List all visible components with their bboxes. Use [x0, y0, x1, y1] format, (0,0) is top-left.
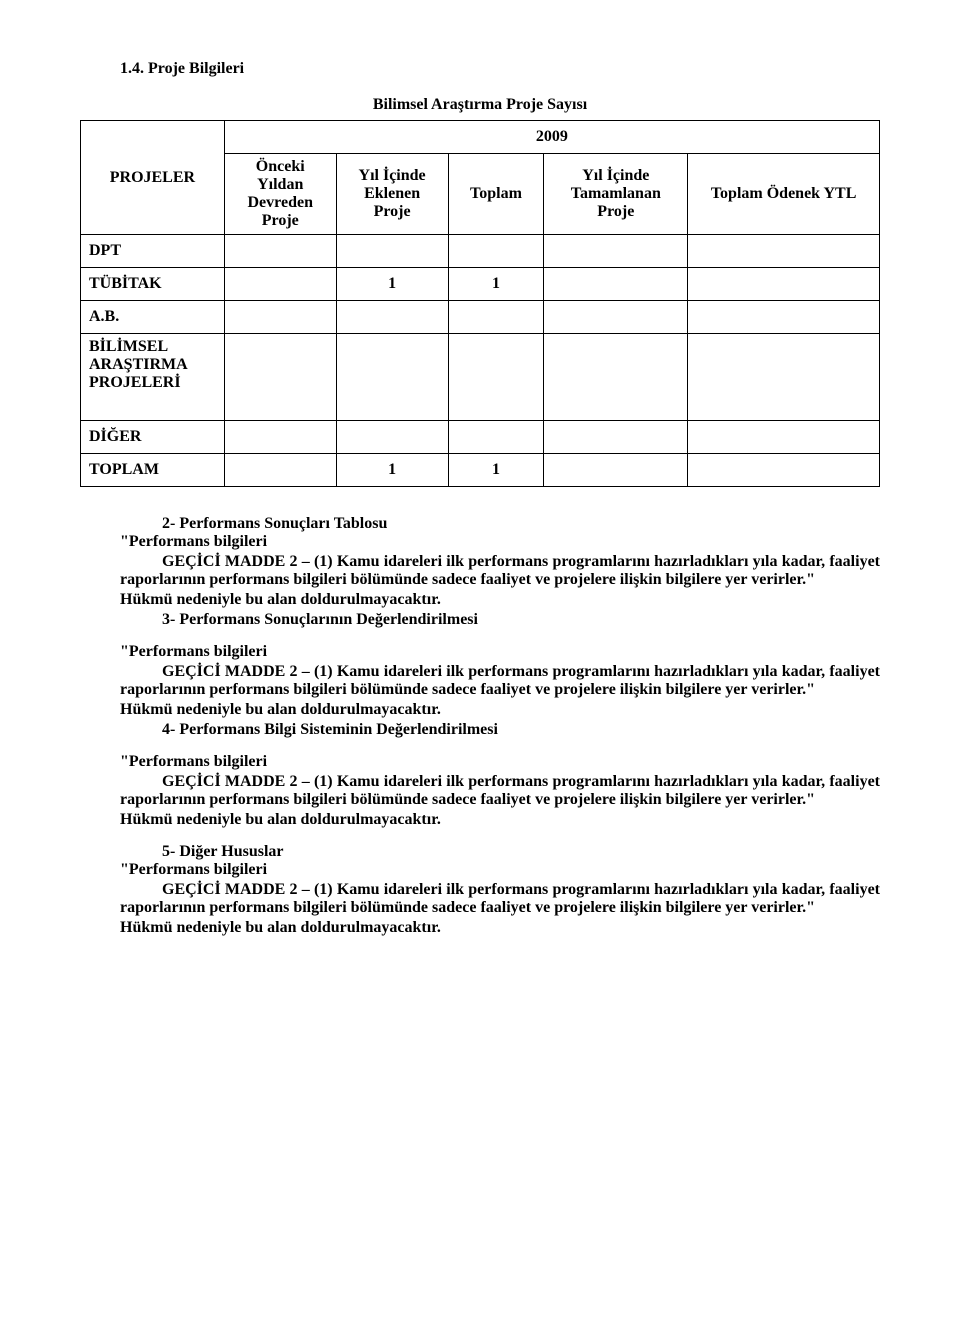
gecici-text: GEÇİCİ MADDE 2 – (1) Kamu idareleri ilk …: [120, 881, 880, 917]
cell-tubitak-label: TÜBİTAK: [81, 268, 225, 301]
cell: [224, 421, 336, 454]
section-heading: 1.4. Proje Bilgileri: [120, 60, 880, 78]
cell: [224, 454, 336, 487]
col-header-onceki: Önceki Yıldan Devreden Proje: [224, 154, 336, 235]
quote-open: "Performans bilgileri: [120, 861, 880, 879]
cell: [544, 268, 688, 301]
cell: [688, 301, 880, 334]
hukum-text: Hükmü nedeniyle bu alan doldurulmayacakt…: [120, 811, 880, 829]
cell-tubitak-yil-eklenen: 1: [336, 268, 448, 301]
cell-toplam-label: TOPLAM: [81, 454, 225, 487]
item-2-block: 2- Performans Sonuçları Tablosu "Perform…: [120, 515, 880, 629]
item-2-heading: 2- Performans Sonuçları Tablosu: [120, 515, 880, 533]
col-header-toplam-odenek: Toplam Ödenek YTL: [688, 154, 880, 235]
hukum-text: Hükmü nedeniyle bu alan doldurulmayacakt…: [120, 919, 880, 937]
cell: [336, 301, 448, 334]
cell-diger-label: DİĞER: [81, 421, 225, 454]
cell: [448, 421, 544, 454]
hukum-text: Hükmü nedeniyle bu alan doldurulmayacakt…: [120, 701, 880, 719]
cell: [336, 334, 448, 421]
cell: [336, 421, 448, 454]
cell: [224, 334, 336, 421]
cell: [688, 334, 880, 421]
table-title: Bilimsel Araştırma Proje Sayısı: [80, 96, 880, 114]
col-header-year: 2009: [224, 121, 879, 154]
item-3-heading: 3- Performans Sonuçlarının Değerlendiril…: [120, 611, 880, 629]
cell: [544, 301, 688, 334]
cell: [224, 268, 336, 301]
item-4-heading: 4- Performans Bilgi Sisteminin Değerlend…: [120, 721, 880, 739]
quote-open: "Performans bilgileri: [120, 533, 880, 551]
cell: [688, 421, 880, 454]
item-4-block: "Performans bilgileri GEÇİCİ MADDE 2 – (…: [120, 753, 880, 829]
item-5-block: 5- Diğer Hususlar "Performans bilgileri …: [120, 843, 880, 937]
table-row: DPT: [81, 235, 880, 268]
hukum-text: Hükmü nedeniyle bu alan doldurulmayacakt…: [120, 591, 880, 609]
item-3-block: "Performans bilgileri GEÇİCİ MADDE 2 – (…: [120, 643, 880, 739]
col-header-projeler: PROJELER: [81, 121, 225, 235]
gecici-text: GEÇİCİ MADDE 2 – (1) Kamu idareleri ilk …: [120, 553, 880, 589]
col-header-toplam: Toplam: [448, 154, 544, 235]
cell-dpt-label: DPT: [81, 235, 225, 268]
cell-bilimsel-label: BİLİMSEL ARAŞTIRMA PROJELERİ: [81, 334, 225, 421]
cell: [224, 301, 336, 334]
cell: [688, 235, 880, 268]
cell: [544, 454, 688, 487]
table-row: DİĞER: [81, 421, 880, 454]
projects-table: PROJELER 2009 Önceki Yıldan Devreden Pro…: [80, 120, 880, 487]
cell: [448, 334, 544, 421]
cell-ab-label: A.B.: [81, 301, 225, 334]
item-5-heading: 5- Diğer Hususlar: [120, 843, 880, 861]
cell: [544, 334, 688, 421]
cell: [544, 235, 688, 268]
cell: [224, 235, 336, 268]
table-header-year-row: PROJELER 2009: [81, 121, 880, 154]
cell: [448, 301, 544, 334]
table-row: A.B.: [81, 301, 880, 334]
cell: [544, 421, 688, 454]
gecici-text: GEÇİCİ MADDE 2 – (1) Kamu idareleri ilk …: [120, 663, 880, 699]
cell-tubitak-toplam: 1: [448, 268, 544, 301]
cell-toplam-yil-eklenen: 1: [336, 454, 448, 487]
table-row: TÜBİTAK 1 1: [81, 268, 880, 301]
col-header-yil-tamamlanan: Yıl İçinde Tamamlanan Proje: [544, 154, 688, 235]
col-header-yil-eklenen: Yıl İçinde Eklenen Proje: [336, 154, 448, 235]
gecici-text: GEÇİCİ MADDE 2 – (1) Kamu idareleri ilk …: [120, 773, 880, 809]
cell: [688, 454, 880, 487]
cell: [688, 268, 880, 301]
cell: [448, 235, 544, 268]
quote-open: "Performans bilgileri: [120, 643, 880, 661]
cell: [336, 235, 448, 268]
quote-open: "Performans bilgileri: [120, 753, 880, 771]
cell-toplam-toplam: 1: [448, 454, 544, 487]
table-row: BİLİMSEL ARAŞTIRMA PROJELERİ: [81, 334, 880, 421]
table-row: TOPLAM 1 1: [81, 454, 880, 487]
